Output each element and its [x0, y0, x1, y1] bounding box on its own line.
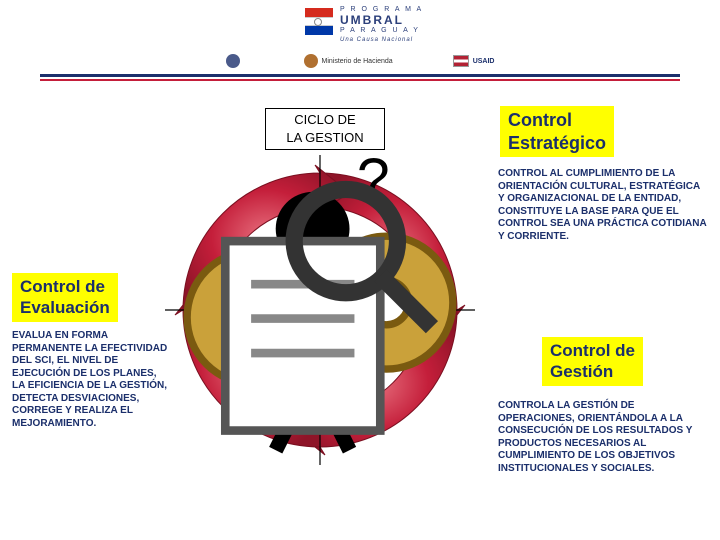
partner-3-label: USAID [473, 58, 495, 65]
partner-2-label: Ministerio de Hacienda [322, 58, 393, 65]
heading-control-gestion: Control de Gestión [542, 337, 643, 386]
divider-bottom [40, 79, 680, 81]
partner-2-icon [304, 54, 318, 68]
heading-control-evaluacion: Control de Evaluación [12, 273, 118, 322]
usaid-icon [453, 55, 469, 67]
partner-2: Ministerio de Hacienda [304, 54, 393, 68]
cycle-title-line1: CICLO DE [270, 111, 380, 129]
partner-1-icon [226, 54, 240, 68]
desc-control-gestion: CONTROLA LA GESTIÓN DE OPERACIONES, ORIE… [498, 400, 710, 475]
header: P R O G R A M A UMBRAL P A R A G U A Y U… [0, 0, 720, 72]
partner-1 [226, 54, 244, 68]
logo-tagline: Una Causa Nacional [340, 37, 423, 44]
partner-logos-row: Ministerio de Hacienda USAID [0, 54, 720, 68]
divider-top [40, 74, 680, 77]
pdca-cycle-diagram: 1. PLANEAR 2. HACER 3. VERIFICAR 4. ACTU… [165, 155, 475, 465]
cycle-title-line2: LA GESTION [270, 129, 380, 147]
logo-line-paraguay: P A R A G U A Y [340, 27, 423, 35]
heading-control-estrategico: Control Estratégico [500, 106, 614, 157]
paraguay-flag-icon [305, 8, 333, 38]
desc-control-estrategico: CONTROL AL CUMPLIMIENTO DE LA ORIENTACIÓ… [498, 168, 708, 243]
partner-3: USAID [453, 54, 495, 68]
logo-line-umbral: UMBRAL [340, 14, 423, 27]
cycle-title-box: CICLO DE LA GESTION [265, 108, 385, 150]
magnifier-document-icon [165, 155, 475, 465]
program-logo-text: P R O G R A M A UMBRAL P A R A G U A Y U… [340, 6, 423, 43]
desc-control-evaluacion: EVALUA EN FORMA PERMANENTE LA EFECTIVIDA… [12, 330, 172, 430]
